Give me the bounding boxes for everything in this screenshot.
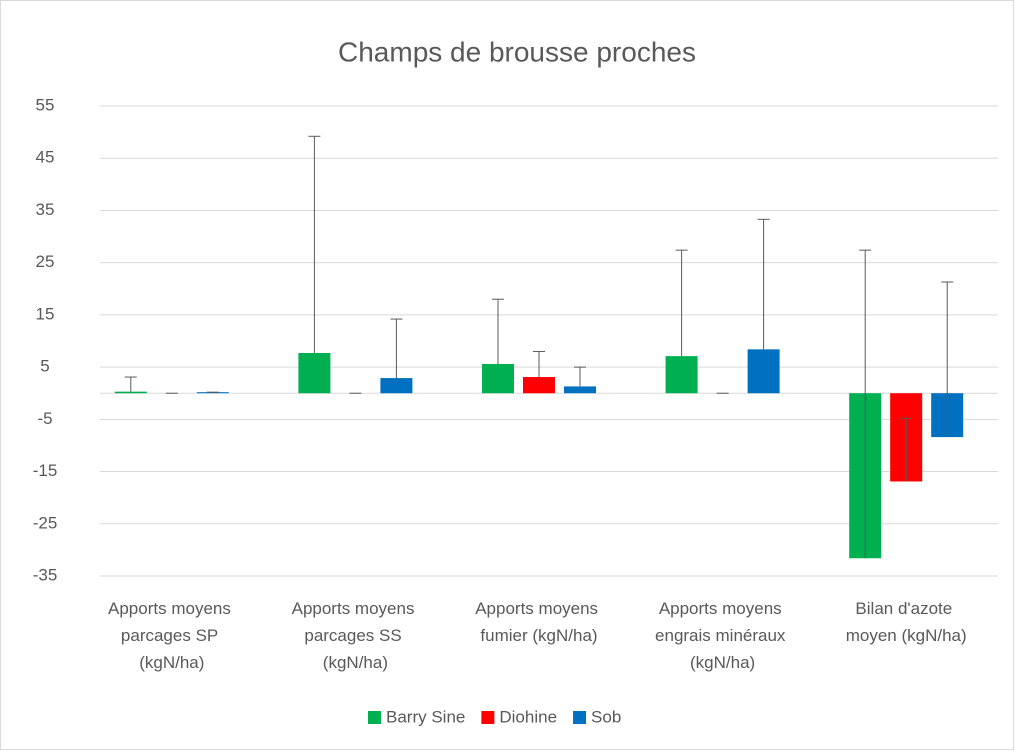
x-tick-label: Bilan d'azote moyen (kgN/ha) [846,599,967,645]
legend-swatch [573,711,587,724]
bar [564,386,596,394]
bar [665,356,698,394]
x-tick-label: Apports moyens engrais minéraux (kgN/ha) [655,599,790,672]
y-tick-label: 35 [36,200,55,219]
bar [482,363,514,394]
chart-title: Champs de brousse proches [338,36,696,67]
legend-label: Diohine [499,707,557,726]
legend-swatch [481,711,495,724]
legend-label: Barry Sine [386,707,465,726]
y-tick-label: 15 [36,304,55,323]
y-tick-label: 5 [40,357,49,376]
y-tick-label: 25 [36,252,55,271]
y-tick-label: 55 [36,95,55,114]
y-tick-label: 45 [36,148,55,167]
bar [523,377,555,394]
bar [114,391,147,394]
y-tick-label: -15 [33,461,58,480]
bar [298,353,331,394]
bar [747,349,780,394]
bar [380,378,413,394]
bar [196,392,229,394]
y-tick-label: -5 [37,409,52,428]
x-tick-label: Apports moyens parcages SS (kgN/ha) [292,599,420,672]
legend: Barry Sine Diohine Sob [368,707,621,726]
legend-swatch [368,711,381,724]
legend-label: Sob [591,707,621,726]
x-tick-label: Apports moyens fumier (kgN/ha) [475,599,603,645]
y-tick-label: -25 [33,513,58,532]
y-tick-label: -35 [33,565,58,584]
x-tick-label: Apports moyens parcages SP (kgN/ha) [108,599,236,672]
